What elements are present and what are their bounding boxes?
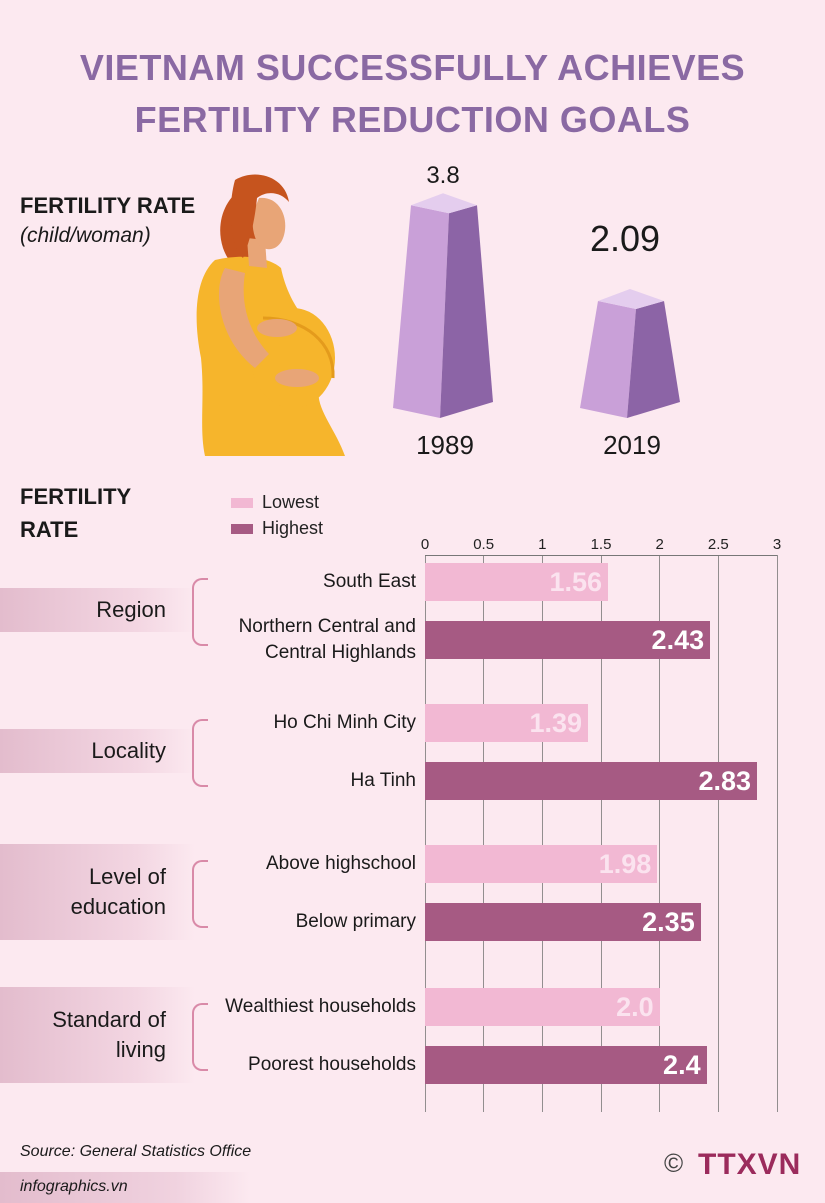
- footer-site: infographics.vn: [20, 1178, 128, 1195]
- axis-gridline: [659, 555, 661, 1112]
- legend-label-lowest: Lowest: [262, 492, 320, 512]
- chart-label-line-2: RATE: [20, 517, 79, 542]
- axis-tick-label: 1: [538, 536, 547, 553]
- bar-category-line: Central Highlands: [264, 642, 416, 663]
- bar-category-line: Poorest households: [248, 1054, 416, 1075]
- group-label-line: Standard of: [52, 1007, 166, 1032]
- group-bracket: [192, 860, 208, 928]
- bar-category-label: Northern Central and Central Highlands: [156, 614, 416, 666]
- ttxvn-logo: TTXVN: [698, 1148, 802, 1181]
- axis-gridline: [541, 555, 543, 1112]
- unit-label: (child/woman): [20, 224, 151, 247]
- bar-category-label: Ho Chi Minh City: [156, 710, 416, 736]
- pillar-1989-top-face: [411, 193, 477, 214]
- bar-highest: 2.43: [425, 621, 711, 659]
- axis-tick-label: 2.5: [707, 536, 729, 553]
- axis-tick-label: 0.5: [473, 536, 495, 553]
- bar-highest: 2.4: [425, 1046, 707, 1084]
- bar-value-label: 2.4: [663, 1050, 701, 1080]
- copyright-symbol: ©: [664, 1148, 684, 1178]
- bar-category-label: Poorest households: [156, 1052, 416, 1078]
- pregnant-woman-illustration: [196, 174, 345, 456]
- bar-value-label: 2.0: [616, 992, 654, 1022]
- axis-gridline: [483, 555, 485, 1112]
- pillar-2019-left-face: [580, 300, 636, 418]
- bar-value-label: 1.98: [598, 849, 652, 879]
- group-bracket: [192, 1003, 208, 1071]
- bar-category-label: Above highschool: [156, 851, 416, 877]
- title-line-1: VIETNAM SUCCESSFULLY ACHIEVES: [79, 47, 746, 88]
- group-label-line: Region: [96, 597, 166, 622]
- bar-highest: 2.35: [425, 903, 701, 941]
- group-tab: [0, 729, 195, 773]
- pillar-1989-left-face: [393, 205, 449, 418]
- bar-category-label: South East: [156, 569, 416, 595]
- group-tab: [0, 588, 195, 632]
- axis-tick-label: 1.5: [590, 536, 612, 553]
- legend-swatch-lowest: [231, 498, 253, 508]
- pillar-value-2019: 2.09: [589, 218, 661, 259]
- bar-lowest: 1.56: [425, 563, 609, 601]
- axis-gridline: [717, 555, 719, 1112]
- group-label-3: Standard of living: [0, 1005, 166, 1065]
- group-label-2: Level of education: [0, 862, 166, 922]
- bar-lowest: 2.0: [425, 988, 660, 1026]
- chart-label-line-1: FERTILITY: [20, 484, 132, 509]
- axis-gridline: [600, 555, 602, 1112]
- bar-lowest: 1.39: [425, 704, 589, 742]
- bar-category-label: Below primary: [156, 909, 416, 935]
- bar-category-line: Wealthiest households: [225, 996, 416, 1017]
- group-label-1: Locality: [0, 736, 166, 766]
- footer-tab: [0, 1172, 250, 1203]
- axis-tick-label: 2: [655, 536, 664, 553]
- pillar-year-1989: 1989: [416, 430, 474, 460]
- group-bracket: [192, 719, 208, 787]
- group-label-line: living: [115, 1037, 166, 1062]
- bar-value-label: 1.56: [549, 567, 603, 597]
- axis-tick-label: 0: [420, 536, 430, 553]
- legend-swatch-highest: [231, 524, 253, 534]
- bar-category-line: Above highschool: [266, 853, 416, 874]
- axis-baseline: [425, 555, 777, 556]
- bar-category-line: Below primary: [295, 911, 416, 932]
- bar-lowest: 1.98: [425, 845, 658, 883]
- axis-tick-label: 3: [772, 536, 782, 553]
- pillar-1989-right-face: [440, 205, 493, 418]
- bar-value-label: 2.35: [642, 907, 695, 937]
- axis-gridline: [776, 555, 778, 1112]
- bar-category-label: Wealthiest households: [156, 994, 416, 1020]
- bar-category-label: Ha Tinh: [156, 768, 416, 794]
- bar-category-line: Ha Tinh: [350, 770, 416, 791]
- group-label-line: Locality: [91, 738, 166, 763]
- group-label-0: Region: [0, 595, 166, 625]
- group-bracket: [192, 578, 208, 646]
- bar-value-label: 1.39: [529, 708, 583, 738]
- bar-category-line: South East: [323, 571, 416, 592]
- pillar-2019-top-face: [598, 288, 664, 309]
- pillar-chart: [393, 193, 680, 418]
- bar-value-label: 2.43: [651, 625, 705, 655]
- bar-highest: 2.83: [425, 762, 758, 800]
- pillar-year-2019: 2019: [603, 430, 661, 460]
- pillar-value-1989: 3.8: [426, 162, 460, 189]
- bar-value-label: 2.83: [698, 766, 752, 796]
- legend-label-highest: Highest: [262, 518, 324, 538]
- title-line-2: FERTILITY REDUCTION GOALS: [134, 99, 691, 140]
- group-tab: [0, 844, 195, 940]
- bar-category-line: Northern Central and: [238, 616, 416, 637]
- group-label-line: education: [70, 894, 166, 919]
- group-label-line: Level of: [88, 864, 166, 889]
- pillar-2019-right-face: [627, 300, 680, 418]
- bar-category-line: Ho Chi Minh City: [273, 712, 416, 733]
- fertility-rate-label: FERTILITY RATE: [20, 193, 196, 218]
- axis-gridline: [424, 555, 426, 1112]
- source-note: Source: General Statistics Office: [20, 1143, 252, 1160]
- group-tab: [0, 987, 195, 1083]
